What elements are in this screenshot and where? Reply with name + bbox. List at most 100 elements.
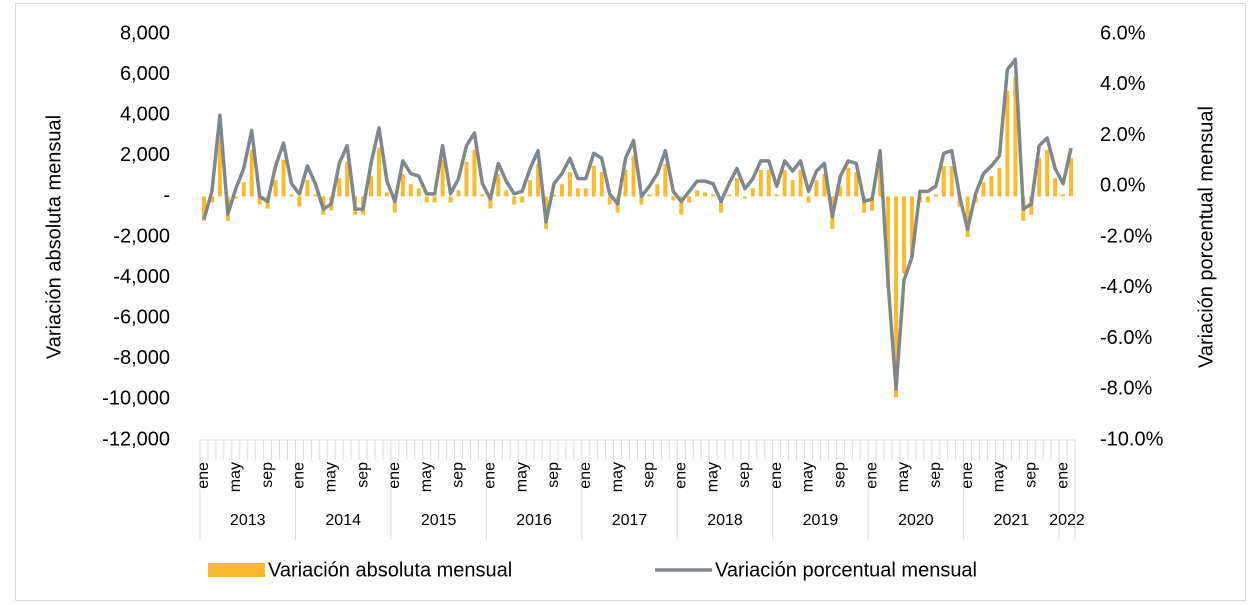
bar: [989, 176, 994, 197]
bar: [591, 165, 596, 197]
bar: [209, 196, 214, 203]
bar: [631, 155, 636, 197]
y-axis-label: Variación absoluta mensual: [43, 115, 65, 359]
bar: [480, 194, 485, 197]
legend-label: Variación absoluta mensual: [268, 559, 512, 581]
year-label: 2021: [994, 512, 1030, 529]
bar: [281, 159, 286, 197]
bar: [806, 196, 811, 203]
bar: [384, 192, 389, 197]
bar: [536, 163, 541, 197]
bar: [289, 194, 294, 197]
year-label: 2013: [230, 512, 266, 529]
x-tick-label: sep: [259, 462, 276, 488]
y-tick-label: 4,000: [120, 103, 170, 125]
bar: [456, 190, 461, 197]
bar: [599, 172, 604, 197]
bar: [726, 194, 731, 197]
y2-tick-label: -6.0%: [1100, 327, 1152, 349]
bar: [782, 170, 787, 197]
bar: [949, 165, 954, 197]
y-tick-label: -: [163, 185, 170, 207]
y2-tick-label: -2.0%: [1100, 225, 1152, 247]
bar: [488, 196, 493, 209]
x-tick-label: may: [418, 462, 435, 492]
legend-label: Variación porcentual mensual: [715, 559, 977, 581]
y2-tick-label: 6.0%: [1100, 22, 1146, 44]
x-tick-label: ene: [482, 462, 499, 489]
bar: [559, 184, 564, 197]
bar: [376, 147, 381, 197]
bar: [671, 196, 676, 201]
bar: [432, 196, 437, 203]
x-tick-label: ene: [672, 462, 689, 489]
bar: [925, 196, 930, 203]
bar: [703, 192, 708, 197]
bar: [711, 194, 716, 197]
bar: [273, 180, 278, 197]
bar: [758, 170, 763, 197]
year-label: 2020: [898, 512, 934, 529]
bar: [297, 196, 302, 207]
y-tick-label: 2,000: [120, 144, 170, 166]
x-tick-label: ene: [577, 462, 594, 489]
y2-tick-label: 0.0%: [1100, 175, 1146, 197]
line: [202, 57, 1073, 391]
bar: [639, 196, 644, 205]
bar: [257, 196, 262, 205]
bar: [838, 186, 843, 197]
bar: [870, 196, 875, 211]
bar: [424, 196, 429, 203]
year-label: 2019: [803, 512, 839, 529]
x-tick-label: may: [609, 462, 626, 492]
bar: [894, 196, 899, 398]
bar: [878, 163, 883, 197]
bar: [655, 184, 660, 197]
bar: [774, 194, 779, 197]
x-tick-label: may: [800, 462, 817, 492]
bar: [854, 172, 859, 197]
bar: [822, 174, 827, 197]
bar: [400, 174, 405, 197]
x-tick-label: ene: [195, 462, 212, 489]
bar: [392, 196, 397, 213]
bar: [941, 165, 946, 197]
bar: [313, 194, 318, 197]
x-tick-label: ene: [768, 462, 785, 489]
bar: [607, 196, 612, 205]
year-label: 2017: [612, 512, 648, 529]
bar: [345, 161, 350, 197]
bar: [981, 182, 986, 197]
bar: [1061, 194, 1066, 197]
bar: [909, 196, 914, 258]
year-label: 2016: [516, 512, 552, 529]
bar: [1013, 76, 1018, 197]
x-tick-label: sep: [641, 462, 658, 488]
bar: [583, 188, 588, 197]
bar: [1005, 90, 1010, 197]
bar: [496, 174, 501, 197]
year-label: 2022: [1049, 512, 1085, 529]
y-tick-label: 8,000: [120, 22, 170, 44]
x-tick-label: ene: [959, 462, 976, 489]
y-tick-label: -12,000: [102, 428, 170, 450]
bar: [337, 178, 342, 197]
y-tick-label: -10,000: [102, 388, 170, 410]
y-tick-label: -2,000: [113, 225, 170, 247]
y2-axis-label: Variación porcentual mensual: [1195, 106, 1217, 368]
bar: [1045, 149, 1050, 197]
bar: [734, 178, 739, 197]
bar: [886, 196, 891, 288]
bar: [1069, 157, 1074, 197]
bar: [862, 196, 867, 213]
chart-border: [15, 3, 1246, 601]
x-tick-label: may: [322, 462, 339, 492]
bar: [472, 149, 477, 197]
y-tick-label: -4,000: [113, 266, 170, 288]
bar: [766, 170, 771, 197]
bar: [623, 170, 628, 197]
y-tick-label: -6,000: [113, 306, 170, 328]
x-tick-label: may: [513, 462, 530, 492]
legend-swatch: [208, 563, 265, 577]
